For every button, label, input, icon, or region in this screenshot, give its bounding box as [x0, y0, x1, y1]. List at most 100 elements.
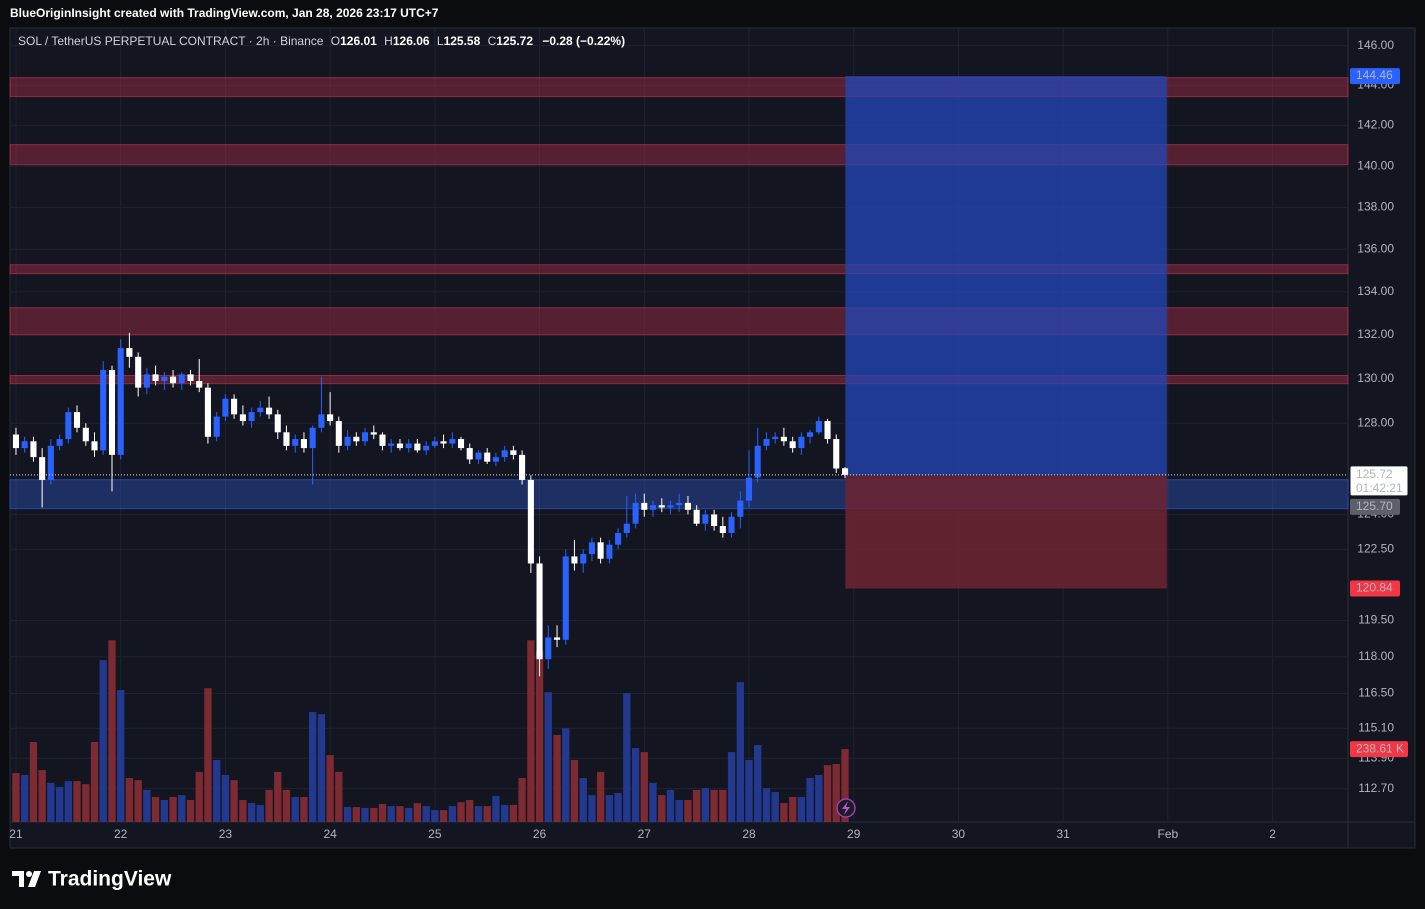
- candle-body: [484, 452, 491, 462]
- candle-body: [763, 439, 770, 446]
- volume-bar: [457, 802, 465, 822]
- volume-bar: [623, 693, 631, 822]
- candle-body: [431, 441, 438, 446]
- volume-badge: [1350, 741, 1408, 758]
- x-tick-label: 21: [9, 827, 23, 841]
- candle-body: [21, 441, 28, 449]
- current-price-badge: [1349, 465, 1409, 497]
- candle-body: [545, 637, 552, 660]
- candle-body: [143, 374, 150, 388]
- x-tick-label: 2: [1269, 827, 1276, 841]
- volume-bar: [771, 792, 779, 822]
- volume-bar: [422, 806, 430, 822]
- candle-body: [108, 369, 116, 455]
- volume-bar: [658, 795, 666, 822]
- candle-body: [606, 544, 613, 559]
- volume-bar: [21, 774, 29, 822]
- candle-body: [47, 445, 54, 480]
- logo-mark-slash: [28, 871, 41, 887]
- volume-bar: [666, 789, 675, 822]
- volume-bar: [265, 789, 273, 822]
- volume-bar: [518, 778, 526, 822]
- candle-body: [562, 556, 569, 640]
- volume-bar: [736, 682, 744, 822]
- y-tick-label: 118.00: [1358, 649, 1394, 663]
- x-tick-label: 23: [219, 827, 233, 841]
- y-tick-label: 119.50: [1358, 613, 1394, 627]
- volume-bar: [195, 771, 203, 822]
- legend-high: 126.06: [393, 34, 430, 48]
- candle-body: [248, 412, 255, 422]
- legend-c: C: [488, 34, 497, 48]
- legend-o: O: [331, 34, 340, 48]
- candle-body: [126, 348, 133, 357]
- candle-body: [684, 502, 691, 510]
- candle-body: [780, 436, 787, 442]
- candle-body: [266, 407, 273, 415]
- candle-body: [457, 439, 465, 449]
- x-tick-label: 30: [952, 827, 966, 841]
- candle-body: [658, 505, 665, 508]
- volume-bar: [719, 789, 727, 822]
- legend: SOL / TetherUS PERPETUAL CONTRACT · 2h ·…: [18, 34, 625, 48]
- candle-body: [344, 436, 351, 446]
- volume-bar: [492, 796, 500, 822]
- candle-body: [693, 509, 700, 524]
- candle-body: [623, 523, 630, 534]
- candle-body: [178, 374, 185, 384]
- volume-bar: [308, 712, 317, 822]
- legend-open: 126.01: [340, 34, 377, 48]
- volume-bar: [38, 770, 46, 822]
- x-tick-label: 29: [847, 827, 861, 841]
- stop-badge: [1350, 580, 1400, 597]
- legend-h: H: [384, 34, 393, 48]
- volume-bar: [579, 778, 587, 822]
- volume-bar: [431, 810, 439, 822]
- volume-bar: [780, 803, 788, 822]
- volume-bar: [361, 807, 369, 822]
- candle-body: [239, 414, 246, 422]
- candle-body: [274, 414, 281, 433]
- legend-symbol: SOL / TetherUS PERPETUAL CONTRACT · 2h ·…: [18, 34, 324, 48]
- candle-body: [318, 414, 325, 428]
- logo-mark: [12, 871, 24, 887]
- y-tick-label: 122.50: [1357, 542, 1394, 556]
- y-tick-label: 140.00: [1357, 158, 1394, 172]
- x-tick-label: 31: [1056, 827, 1070, 841]
- candle-body: [353, 436, 360, 442]
- volume-bar: [317, 714, 326, 822]
- volume-bar: [684, 800, 692, 822]
- candle-body: [519, 454, 526, 480]
- volume-bar: [282, 789, 291, 822]
- candle-body: [309, 427, 316, 449]
- candle-body: [414, 443, 421, 451]
- y-tick-label: 142.00: [1357, 118, 1394, 132]
- candle-body: [475, 452, 482, 460]
- candle-body: [82, 427, 89, 442]
- volume-layer: [12, 640, 849, 822]
- x-tick-label: Feb: [1158, 827, 1179, 841]
- candle-body: [649, 505, 657, 510]
- candle-body: [283, 432, 290, 446]
- candle-body: [580, 554, 587, 564]
- brand-logo: TradingView: [12, 868, 172, 891]
- candle-body: [388, 443, 395, 446]
- candle-body: [641, 502, 648, 510]
- volume-bar: [675, 800, 683, 822]
- position-stop: [845, 475, 1167, 589]
- candle-body: [466, 448, 473, 460]
- entry-badge: [1350, 498, 1400, 515]
- y-tick-label: 134.00: [1357, 284, 1394, 298]
- volume-bar: [588, 795, 596, 822]
- volume-bar: [326, 755, 334, 822]
- candle-body: [196, 381, 203, 388]
- candle-body: [737, 500, 744, 517]
- candle-body: [833, 439, 840, 469]
- volume-bar: [553, 734, 561, 822]
- position-target: [845, 76, 1167, 476]
- y-tick-label: 138.00: [1357, 200, 1394, 214]
- volume-bar: [134, 780, 142, 822]
- volume-bar: [64, 781, 72, 822]
- candle-body: [231, 398, 238, 415]
- volume-bar: [239, 800, 247, 822]
